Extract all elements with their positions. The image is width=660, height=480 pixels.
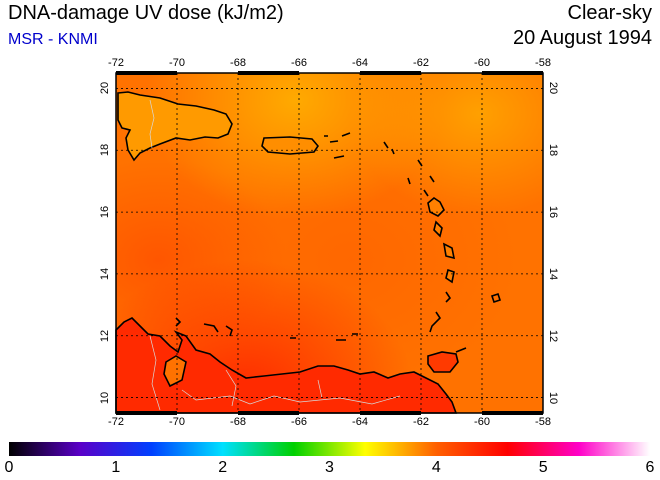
colorbar-label: 6 [645,459,655,476]
colorbar-label: 4 [431,459,441,476]
lon-tick-bottom: -68 [230,416,246,428]
lat-tick-right: 12 [547,329,559,342]
graticule [116,73,543,413]
lon-tick-bottom: -72 [108,416,124,428]
colorbar-label: 0 [4,459,14,476]
hispaniola-coast [117,91,233,162]
island-grenadines [429,311,442,333]
lon-tick-top: -62 [413,57,429,69]
lon-tick-bottom: -58 [535,416,551,428]
sky-condition: Clear-sky [567,2,652,24]
lat-tick-left: 16 [99,205,111,219]
lon-tick-bottom: -62 [413,416,429,428]
lon-tick-bottom: -60 [474,416,490,428]
lon-tick-top: -64 [352,57,368,69]
lon-tick-top: -58 [535,57,551,69]
island-dominica [433,220,443,238]
island-margarita [290,333,358,341]
puerto-rico-coast [261,136,320,155]
map-frame [115,72,544,414]
colorbar-gradient [9,442,650,456]
lat-tick-right: 10 [547,391,559,404]
virgin-islands [324,132,351,159]
island-curacao [203,323,219,333]
frame-ticks [116,71,543,415]
lat-tick-left: 14 [99,267,111,281]
lake-maracaibo [163,355,187,388]
colorbar-label: 5 [538,459,548,476]
lon-tick-bottom: -66 [291,416,307,428]
lat-tick-right: 18 [547,144,559,157]
island-barbados [490,292,502,304]
small-islands-east [423,175,435,197]
lat-tick-left: 12 [99,329,111,342]
map-source: MSR - KNMI [8,31,98,48]
lon-tick-bottom: -70 [169,416,185,428]
country-borders [149,335,401,411]
lon-tick-top: -70 [169,57,185,69]
coastlines [115,91,502,414]
lon-tick-bottom: -64 [352,416,368,428]
island-tobago [455,347,467,353]
south-america-coast [115,317,458,414]
lat-tick-left: 18 [99,144,111,157]
hispaniola-border [149,99,155,149]
lon-tick-top: -60 [474,57,490,69]
island-st-vincent [445,291,452,303]
small-islands-north [383,141,423,185]
island-bonaire [225,325,233,337]
lon-tick-top: -68 [230,57,246,69]
island-guadeloupe [427,197,445,217]
island-martinique [442,242,456,260]
lon-tick-top: -72 [108,57,124,69]
colorbar-label: 3 [325,459,334,476]
island-trinidad [427,351,459,373]
lat-tick-left: 10 [99,391,111,404]
lat-tick-right: 14 [547,267,559,281]
lat-tick-right: 16 [547,205,559,219]
map-date: 20 August 1994 [512,27,652,49]
colorbar-label: 1 [111,459,121,476]
map-title: DNA-damage UV dose (kJ/m2) [8,2,284,24]
lat-tick-left: 20 [99,82,111,95]
island-st-lucia [445,268,455,284]
lon-tick-top: -66 [291,57,307,69]
colorbar-label: 2 [218,459,228,476]
lat-tick-right: 20 [547,82,559,95]
